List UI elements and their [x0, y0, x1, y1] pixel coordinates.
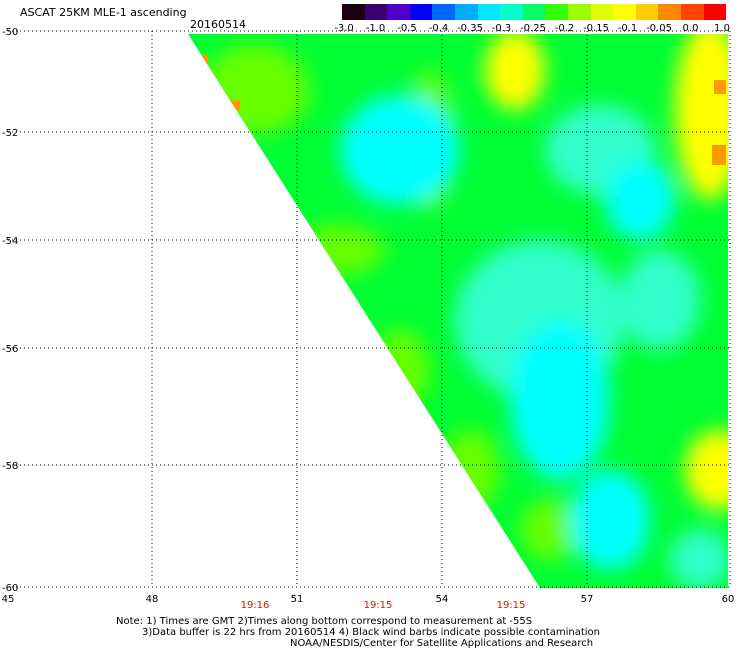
y-tick-label: -50 — [2, 27, 18, 38]
field-patch — [605, 160, 675, 240]
time-label: 19:15 — [363, 600, 393, 611]
colorbar-segment — [454, 4, 478, 20]
colorbar-segment — [567, 4, 591, 20]
field-patch — [520, 500, 580, 560]
time-label: 19:15 — [496, 600, 526, 611]
field-spot — [198, 55, 208, 65]
note-line-3: NOAA/NESDIS/Center for Satellite Applica… — [290, 638, 594, 649]
x-tick-label: 48 — [146, 594, 159, 605]
field-spot — [364, 325, 372, 333]
colorbar-label: 0.0 — [682, 23, 699, 34]
colorbar-segment — [364, 4, 388, 20]
y-tick-label: -60 — [2, 583, 18, 594]
colorbar-segment — [590, 4, 614, 20]
field-spot — [228, 100, 240, 110]
colorbar-segment — [545, 4, 568, 20]
colorbar-label: 1.0 — [714, 23, 730, 34]
colorbar-label: -0.35 — [457, 23, 483, 34]
colorbar-label: -0.25 — [520, 23, 546, 34]
field-spot — [714, 80, 726, 94]
field-patch — [510, 320, 610, 480]
x-tick-label: 51 — [291, 594, 304, 605]
colorbar-label: -0.15 — [583, 23, 609, 34]
colorbar-label: -0.2 — [554, 23, 575, 34]
y-tick-label: -52 — [2, 128, 18, 139]
colorbar-segment — [703, 4, 727, 20]
colorbar-segment — [342, 4, 365, 20]
colorbar-label: -0.3 — [491, 23, 512, 34]
field-spot — [300, 226, 312, 234]
field-patch — [485, 34, 545, 110]
field-patch — [295, 225, 385, 275]
field-patch — [370, 330, 430, 410]
colorbar-segment — [387, 4, 410, 20]
y-tick-label: -58 — [2, 461, 18, 472]
map-date: 20160514 — [190, 18, 246, 31]
time-label: 19:16 — [240, 600, 270, 611]
colorbar-segment — [500, 4, 523, 20]
field-patch — [675, 34, 728, 200]
colorbar-segment — [613, 4, 636, 20]
map-title: ASCAT 25KM MLE-1 ascending — [20, 6, 187, 19]
colorbar-label: -0.5 — [397, 23, 417, 34]
colorbar-segment — [477, 4, 501, 20]
field-patch — [620, 250, 700, 350]
field-patch — [340, 95, 460, 205]
field-patch — [570, 470, 650, 570]
field-patch — [440, 430, 500, 510]
colorbar-segment — [409, 4, 433, 20]
field-spot — [276, 190, 286, 200]
x-tick-label: 60 — [722, 594, 735, 605]
grid — [8, 30, 731, 588]
x-axis: 45 48 51 54 57 60 — [2, 594, 735, 605]
y-tick-label: -56 — [2, 344, 18, 355]
colorbar — [342, 4, 727, 20]
field-patch — [685, 430, 728, 510]
colorbar-label: -3.0 — [334, 23, 354, 34]
colorbar-label: -0.4 — [428, 23, 449, 34]
field-spot — [712, 145, 726, 165]
colorbar-segment — [658, 4, 681, 20]
note-line-1: Note: 1) Times are GMT 2)Times along bot… — [116, 616, 533, 627]
colorbar-segment — [635, 4, 659, 20]
swath-data — [188, 34, 728, 588]
x-tick-label: 45 — [2, 594, 15, 605]
colorbar-segment — [432, 4, 455, 20]
colorbar-segment — [680, 4, 704, 20]
x-tick-label: 57 — [581, 594, 594, 605]
colorbar-label: -0.1 — [617, 23, 638, 34]
colorbar-labels: -3.0 -1.0 -0.5 -0.4 -0.35 -0.3 -0.25 -0.2 -0.15-… — [330, 23, 740, 35]
field-patch — [200, 45, 310, 135]
colorbar-segment — [522, 4, 546, 20]
colorbar-label: -1.0 — [365, 23, 386, 34]
y-tick-label: -54 — [2, 236, 18, 247]
note-line-2: 3)Data buffer is 22 hrs from 20160514 4)… — [142, 627, 600, 638]
colorbar-label: -0.05 — [646, 23, 672, 34]
x-tick-label: 54 — [436, 594, 449, 605]
field-spot — [372, 336, 380, 348]
field-patch — [670, 530, 728, 588]
y-axis: -50 -52 -54 -56 -58 -60 — [2, 27, 18, 594]
